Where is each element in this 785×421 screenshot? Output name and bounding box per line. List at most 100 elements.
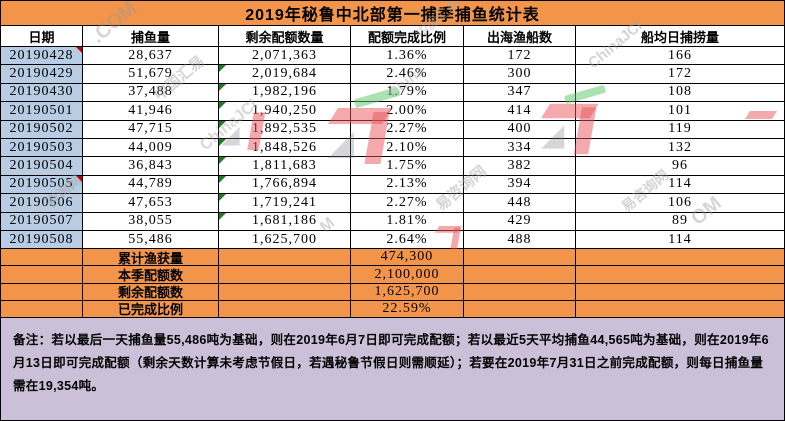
remaining-value: 1,940,250 <box>252 102 317 118</box>
boats-cell: 394 <box>464 175 576 195</box>
remaining-value: 1,848,526 <box>252 139 317 155</box>
percent-cell: 2.10% <box>351 138 464 158</box>
header-date: 日期 <box>1 26 83 47</box>
boats-cell: 429 <box>464 212 576 231</box>
date-cell: 20190502 <box>1 120 83 139</box>
catch-cell: 38,055 <box>83 212 219 231</box>
avg-cell: 166 <box>576 47 784 66</box>
remaining-value: 1,681,186 <box>252 213 317 229</box>
date-cell: 20190503 <box>1 138 83 158</box>
catch-cell: 51,679 <box>83 65 219 84</box>
date-cell: 20190430 <box>1 83 83 103</box>
avg-cell: 172 <box>576 65 784 84</box>
summary-value-total-catch: 474,300 <box>351 249 464 267</box>
date-cell: 20190508 <box>1 230 83 250</box>
page-title: 2019年秘鲁中北部第一捕季捕鱼统计表 <box>1 1 784 26</box>
header-quota-percent: 配额完成比例 <box>351 26 464 47</box>
date-cell: 20190505 <box>1 175 83 195</box>
summary-empty-cell <box>464 266 576 284</box>
avg-cell: 114 <box>576 230 784 250</box>
percent-cell: 2.27% <box>351 120 464 139</box>
summary-empty-cell <box>464 283 576 301</box>
summary-empty-cell <box>576 266 784 284</box>
remaining-cell: 2,019,684 <box>219 65 351 84</box>
summary-label-total-catch: 累计渔获量 <box>83 249 219 267</box>
remaining-cell: 1,982,196 <box>219 83 351 103</box>
summary-empty-cell <box>576 283 784 301</box>
error-marker-icon <box>219 212 226 220</box>
boats-cell: 300 <box>464 65 576 84</box>
boats-cell: 448 <box>464 194 576 213</box>
error-marker-icon <box>219 120 226 128</box>
avg-cell: 89 <box>576 212 784 231</box>
remaining-cell: 1,766,894 <box>219 175 351 195</box>
percent-cell: 2.00% <box>351 102 464 121</box>
stats-grid: 日期 捕鱼量 剩余配额数量 配额完成比例 出海渔船数 船均日捕捞量 201904… <box>1 26 784 319</box>
remaining-cell: 1,811,683 <box>219 157 351 176</box>
summary-empty-cell <box>219 283 351 301</box>
catch-cell: 36,843 <box>83 157 219 176</box>
summary-label-season-quota: 本季配额数 <box>83 266 219 284</box>
error-marker-icon <box>219 138 226 146</box>
date-cell: 20190501 <box>1 102 83 121</box>
header-remaining-quota: 剩余配额数量 <box>219 26 351 47</box>
remaining-value: 1,892,535 <box>252 121 317 137</box>
comment-marker-icon <box>76 47 82 53</box>
remaining-value: 1,719,241 <box>252 194 317 210</box>
catch-cell: 44,789 <box>83 175 219 195</box>
footnote-text: 备注：若以最后一天捕鱼量55,486吨为基础，则在2019年6月7日即可完成配额… <box>1 318 784 420</box>
date-cell: 20190507 <box>1 212 83 231</box>
remaining-cell: 1,940,250 <box>219 102 351 121</box>
header-catch: 捕鱼量 <box>83 26 219 47</box>
boats-cell: 382 <box>464 157 576 176</box>
avg-cell: 119 <box>576 120 784 139</box>
remaining-value: 1,982,196 <box>252 84 317 100</box>
percent-cell: 1.81% <box>351 212 464 231</box>
date-cell: 20190504 <box>1 157 83 176</box>
percent-cell: 2.13% <box>351 175 464 195</box>
catch-cell: 47,715 <box>83 120 219 139</box>
percent-cell: 2.27% <box>351 194 464 213</box>
error-marker-icon <box>219 83 226 91</box>
remaining-cell: 1,681,186 <box>219 212 351 231</box>
summary-value-completed-percent: 22.59% <box>351 300 464 319</box>
summary-label-remaining-quota: 剩余配额数 <box>83 283 219 301</box>
percent-cell: 1.79% <box>351 83 464 103</box>
catch-cell: 47,653 <box>83 194 219 213</box>
percent-cell: 2.46% <box>351 65 464 84</box>
date-cell: 20190429 <box>1 65 83 84</box>
error-marker-icon <box>219 194 226 202</box>
summary-empty-cell <box>1 283 83 301</box>
boats-cell: 414 <box>464 102 576 121</box>
percent-cell: 2.64% <box>351 230 464 250</box>
header-avg-daily-catch: 船均日捕捞量 <box>576 26 784 47</box>
percent-cell: 1.75% <box>351 157 464 176</box>
summary-empty-cell <box>219 266 351 284</box>
date-cell: 20190506 <box>1 194 83 213</box>
avg-cell: 101 <box>576 102 784 121</box>
boats-cell: 334 <box>464 138 576 158</box>
summary-empty-cell <box>464 249 576 267</box>
summary-empty-cell <box>1 300 83 319</box>
summary-empty-cell <box>576 249 784 267</box>
catch-cell: 37,488 <box>83 83 219 103</box>
summary-empty-cell <box>219 300 351 319</box>
summary-empty-cell <box>1 249 83 267</box>
remaining-value: 1,811,683 <box>252 158 317 174</box>
avg-cell: 96 <box>576 157 784 176</box>
date-value: 20190428 <box>9 47 74 63</box>
catch-cell: 28,637 <box>83 47 219 66</box>
percent-cell: 1.36% <box>351 47 464 66</box>
avg-cell: 108 <box>576 83 784 103</box>
boats-cell: 172 <box>464 47 576 66</box>
date-cell: 20190428 <box>1 47 83 66</box>
avg-cell: 106 <box>576 194 784 213</box>
avg-cell: 114 <box>576 175 784 195</box>
error-marker-icon <box>219 102 226 110</box>
remaining-cell: 1,848,526 <box>219 138 351 158</box>
remaining-cell: 1,892,535 <box>219 120 351 139</box>
summary-empty-cell <box>464 300 576 319</box>
error-marker-icon <box>219 65 226 73</box>
remaining-cell: 1,625,700 <box>219 230 351 250</box>
